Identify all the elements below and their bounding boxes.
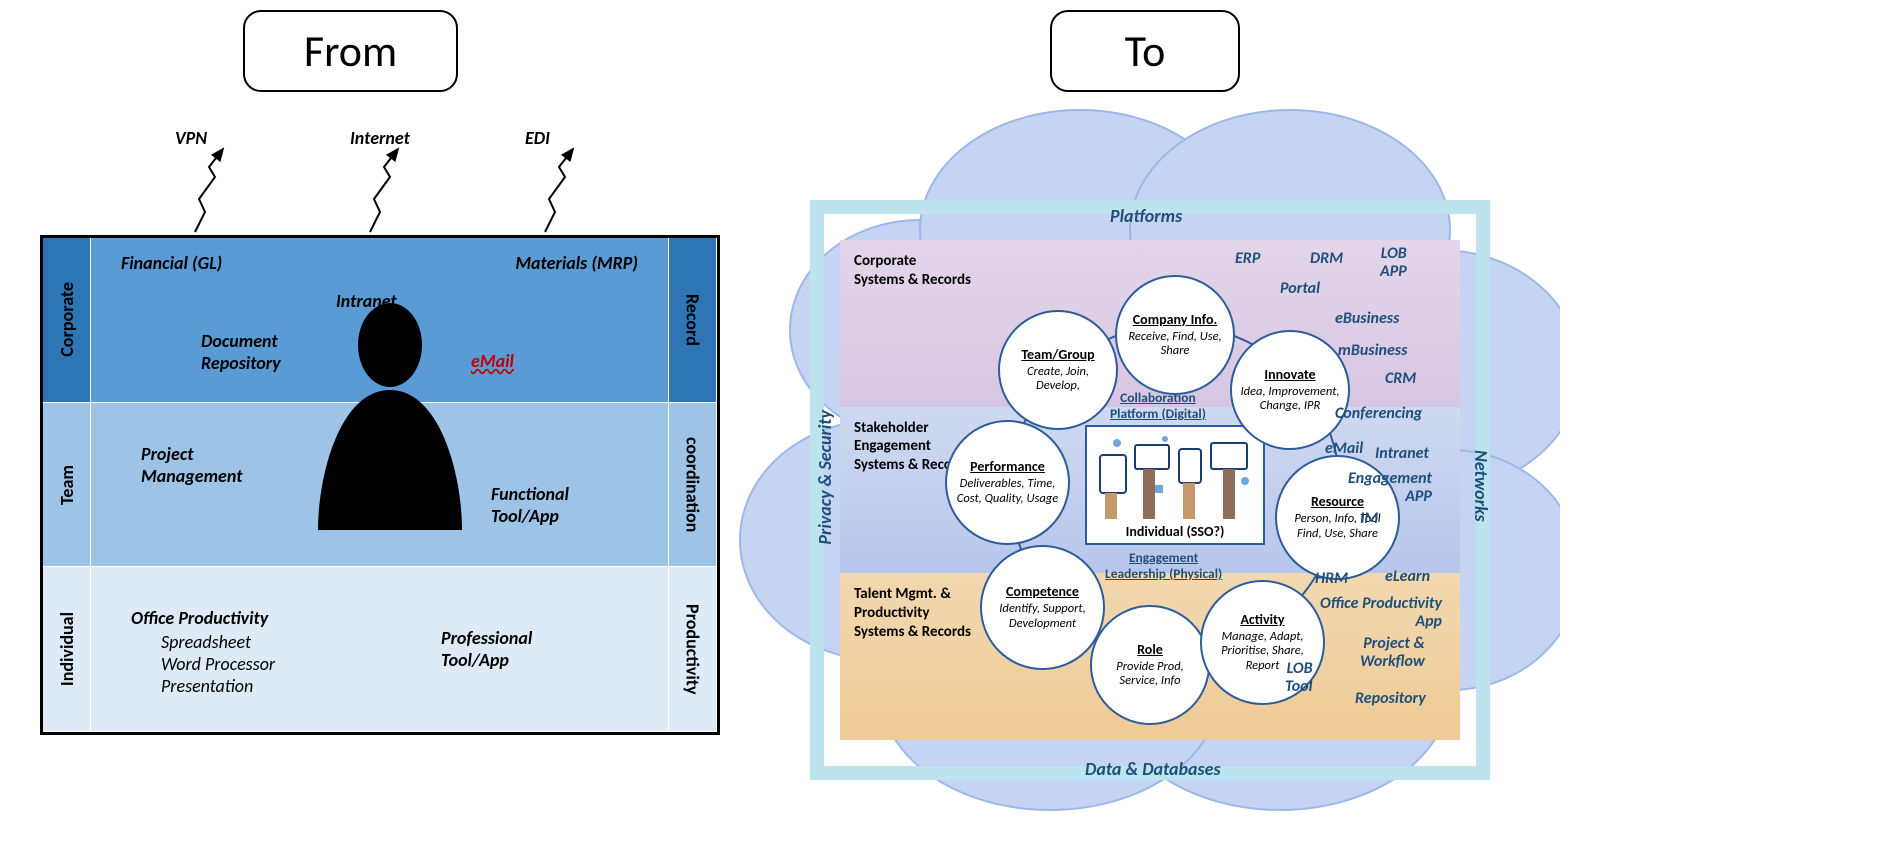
center-label: Individual (SSO?) [1126,520,1225,543]
frame-left: Privacy & Security [814,410,836,545]
office-hdr: Office Productivity [131,607,268,630]
office-3: Presentation [161,675,253,698]
outbound-arrows [40,147,720,237]
left-label-team: Team [43,403,91,568]
row-individual: Office Productivity Spreadsheet Word Pro… [91,567,669,732]
right-label-productivity: Productivity [669,567,717,732]
person-icon [310,300,470,540]
financial-gl: Financial (GL) [121,252,222,275]
term-lob-tool: LOBTool [1285,660,1313,697]
row-label-0: CorporateSystems & Records [854,252,1034,290]
email: eMail [471,350,514,373]
from-title: From [243,10,458,92]
term-intranet: Intranet [1375,445,1429,463]
frame-right: Networks [1470,450,1492,522]
office-2: Word Processor [161,653,275,676]
prof-l2: Tool/App [441,649,509,672]
term-elearn: eLearn [1385,568,1430,586]
term-im: IM [1360,510,1378,528]
proj-l1: Project [141,443,194,466]
bubble-performance: PerformanceDeliverables, Time, Cost, Qua… [945,420,1070,545]
engagement-leadership-label: EngagementLeadership (Physical) [1105,550,1222,582]
func-l2: Tool/App [491,505,559,528]
term-email: eMail [1325,440,1363,458]
from-diagram: Corporate Financial (GL) Materials (MRP)… [40,165,720,735]
bubble-competence: CompetenceIdentify, Support, Development [980,545,1105,670]
frame-bottom: Data & Databases [1085,758,1221,780]
func-l1: Functional [491,483,569,506]
term-office-productivity-app: Office ProductivityApp [1320,595,1442,632]
term-erp: ERP [1235,250,1260,268]
office-1: Spreadsheet [161,631,251,654]
bubble-team-group: Team/GroupCreate, Join, Develop, [998,310,1118,430]
term-engagement-app: EngagementAPP [1348,470,1432,507]
center-individual: Individual (SSO?) [1085,425,1265,545]
frame-top: Platforms [1110,205,1182,227]
term-repository: Repository [1355,690,1426,708]
hands-devices-icon [1095,435,1255,520]
term-project-workflow: Project &Workflow [1360,635,1425,672]
proj-l2: Management [141,465,242,488]
to-diagram: Platforms Data & Databases Privacy & Sec… [780,70,1620,830]
bubble-company-info-: Company Info.Receive, Find, Use, Share [1115,275,1235,395]
term-mbusiness: mBusiness [1338,342,1407,360]
prof-l1: Professional [441,627,532,650]
term-hrm: HRM [1315,570,1348,588]
term-ebusiness: eBusiness [1335,310,1399,328]
from-title-text: From [304,24,397,78]
left-label-corporate: Corporate [43,238,91,403]
term-conferencing: Conferencing [1335,405,1422,423]
term-drm: DRM [1310,250,1343,268]
right-label-coordination: coordination [669,403,717,568]
bubble-innovate: InnovateIdea, Improvement, Change, IPR [1230,330,1350,450]
term-portal: Portal [1280,280,1320,298]
bubble-role: RoleProvide Prod, Service, Info [1090,605,1210,725]
materials-mrp: Materials (MRP) [515,252,638,275]
collab-platform-label: CollaborationPlatform (Digital) [1110,390,1206,422]
outbound-internet: Internet [350,127,410,149]
docrepo-l1: Document [201,330,278,353]
term-crm: CRM [1385,370,1416,388]
outbound-edi: EDI [525,127,550,149]
term-lob-app: LOBAPP [1380,245,1407,282]
outbound-vpn: VPN [175,127,207,149]
docrepo-l2: Repository [201,352,281,375]
left-label-individual: Individual [43,567,91,732]
right-label-record: Record [669,238,717,403]
